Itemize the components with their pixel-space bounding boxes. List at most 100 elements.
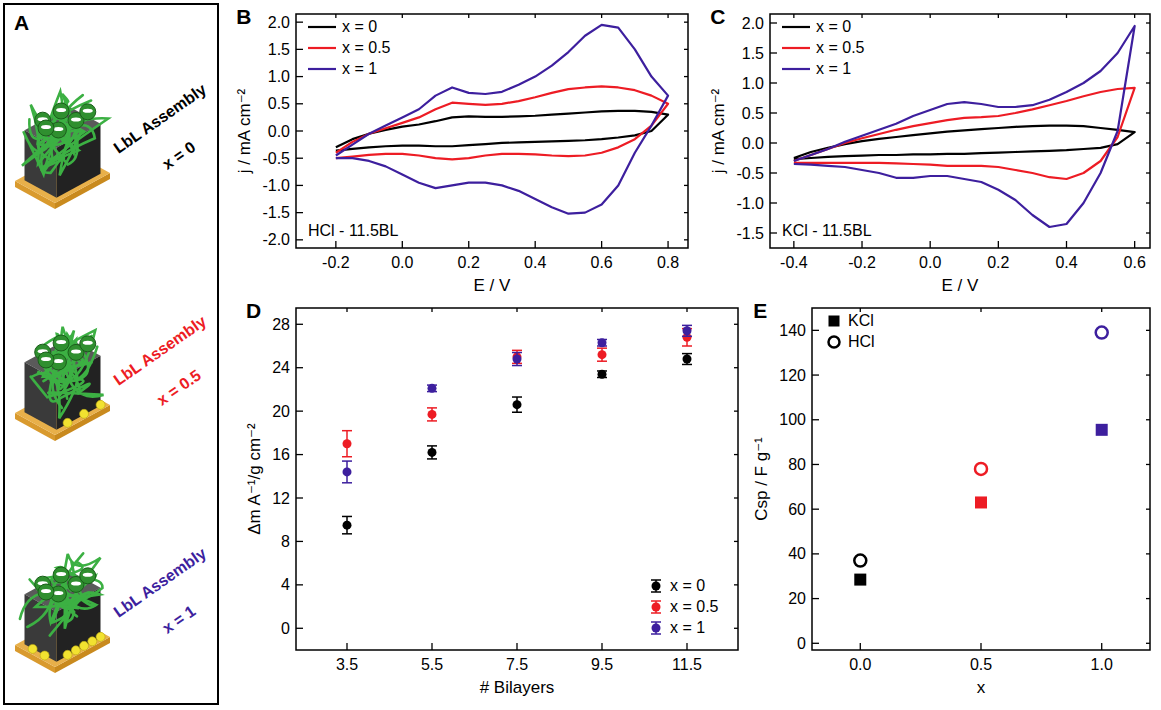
error-bar-cap: [512, 350, 522, 352]
x-tick: [861, 14, 862, 18]
sphere-highlight: [83, 573, 93, 577]
y-tick-label: 0.0: [742, 135, 764, 152]
figure: ALbL Assemblyx = 0LbL Assemblyx = 0.5LbL…: [0, 0, 1161, 710]
y-tick-label: 12: [272, 490, 290, 507]
data-point: [343, 521, 352, 530]
x-tick: [980, 643, 981, 650]
y-tick: [296, 22, 303, 23]
y-tick: [684, 158, 688, 159]
sphere-highlight: [41, 589, 51, 593]
y-tick-label: 24: [272, 359, 290, 376]
green-sphere: [38, 584, 54, 600]
error-bar-cap: [427, 420, 437, 422]
y-tick-label: 140: [779, 322, 806, 339]
panel-letter: D: [246, 299, 261, 322]
x-tick-label: 7.5: [506, 656, 528, 673]
y-tick: [1146, 172, 1150, 173]
sphere-highlight: [56, 572, 66, 576]
x-tick-label: 0.0: [391, 254, 413, 271]
assembly: LbL Assemblyx = 0.5: [15, 312, 209, 441]
y-tick: [684, 239, 688, 240]
panel-letter: E: [753, 299, 767, 322]
y-tick: [296, 212, 303, 213]
error-bar-cap: [342, 430, 352, 432]
green-sphere: [80, 104, 96, 120]
y-tick-label: 1.5: [268, 41, 290, 58]
y-tick: [684, 22, 688, 23]
green-sphere: [53, 567, 69, 583]
y-tick-label: 8: [281, 533, 290, 550]
sphere-highlight: [53, 359, 63, 363]
panel-letter: C: [710, 5, 725, 28]
legend-swatch: [782, 26, 810, 28]
y-tick: [1146, 464, 1150, 465]
x-tick-label: 0.2: [458, 254, 480, 271]
y-tick: [296, 103, 303, 104]
x-tick-label: -0.2: [848, 254, 876, 271]
y-tick: [1146, 598, 1150, 599]
error-bar-cap: [427, 445, 437, 447]
error-bar-cap: [342, 456, 352, 458]
y-tick: [734, 454, 738, 455]
error-bar: [512, 353, 522, 366]
x-tick: [686, 643, 687, 650]
legend-swatch: [652, 582, 661, 591]
y-tick: [770, 52, 777, 53]
x-axis-title: x: [977, 678, 986, 697]
x-tick-label: 0.4: [1055, 254, 1077, 271]
sphere-highlight: [53, 591, 63, 595]
yellow-sphere: [71, 646, 80, 655]
legend-label: x = 0.5: [816, 39, 865, 56]
legend-label: HCl: [848, 333, 875, 350]
y-tick: [1146, 52, 1150, 53]
error-bar-cap: [512, 411, 522, 413]
y-tick: [296, 454, 303, 455]
y-tick: [296, 49, 303, 50]
y-tick-label: 1.0: [742, 75, 764, 92]
data-point: [854, 555, 866, 567]
y-tick: [296, 410, 303, 411]
x-tick: [930, 14, 931, 18]
y-tick: [684, 49, 688, 50]
error-bar-cap: [682, 364, 692, 366]
error-bar: [512, 397, 522, 412]
x-tick-label: 0.4: [524, 254, 546, 271]
sphere-highlight: [71, 117, 81, 121]
y-tick: [296, 367, 303, 368]
y-tick-label: 80: [788, 456, 806, 473]
y-tick-label: 0.5: [742, 105, 764, 122]
y-tick: [296, 185, 303, 186]
error-bar-cap: [682, 325, 692, 327]
green-sphere: [80, 568, 96, 584]
legend-label: x = 1: [342, 60, 377, 77]
data-point: [428, 410, 437, 419]
legend-swatch: [651, 612, 661, 614]
legend-swatch: [308, 26, 336, 28]
error-bar: [682, 354, 692, 365]
data-area: [342, 325, 692, 533]
error-bar-cap: [682, 345, 692, 347]
legend-swatch: [651, 621, 661, 623]
y-tick-label: -2.0: [262, 231, 290, 248]
y-tick: [770, 82, 777, 83]
x-tick: [601, 308, 602, 312]
sphere-highlight: [71, 581, 81, 585]
error-bar: [512, 350, 522, 363]
y-tick-label: 16: [272, 446, 290, 463]
sphere-highlight: [53, 127, 63, 131]
x-tick-label: 0.2: [987, 254, 1009, 271]
y-tick-label: -1.5: [736, 225, 764, 242]
y-tick-label: 0: [797, 635, 806, 652]
yellow-sphere: [40, 651, 49, 660]
legend-label: x = 1: [816, 60, 851, 77]
y-tick: [1146, 509, 1150, 510]
yellow-sphere: [88, 637, 97, 646]
legend-swatch: [782, 68, 810, 70]
error-bar-cap: [682, 335, 692, 337]
y-tick: [684, 212, 688, 213]
y-tick: [1146, 82, 1150, 83]
cv-curve: [336, 86, 668, 159]
error-bar-cap: [597, 347, 607, 349]
y-tick: [812, 374, 819, 375]
sphere-highlight: [56, 340, 66, 344]
